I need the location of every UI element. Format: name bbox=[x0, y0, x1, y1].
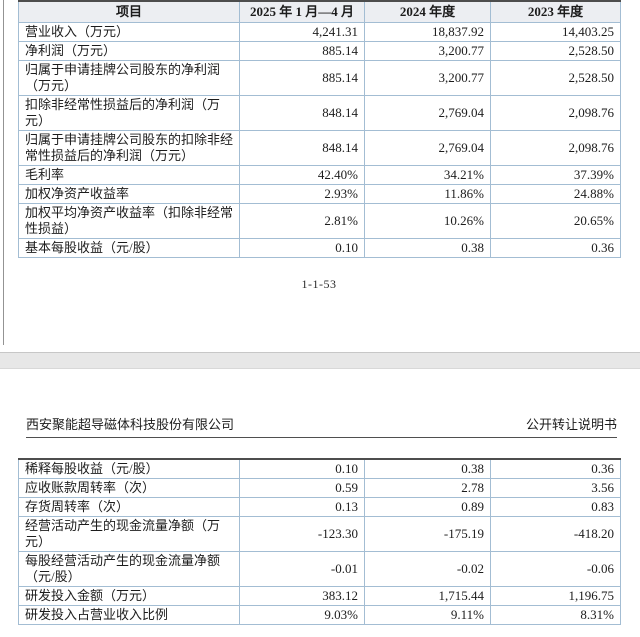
page-edge-line bbox=[3, 0, 4, 345]
table-row: 归属于申请挂牌公司股东的净利润（万元） 885.14 3,200.77 2,52… bbox=[18, 60, 621, 96]
value-period-1: -0.01 bbox=[239, 551, 365, 587]
column-header-2025: 2025 年 1 月—4 月 bbox=[239, 0, 365, 23]
value-period-2: 10.26% bbox=[364, 203, 491, 239]
table-row: 应收账款周转率（次） 0.59 2.78 3.56 bbox=[18, 478, 621, 498]
row-label: 研发投入金额（万元） bbox=[18, 586, 240, 606]
table-row: 加权平均净资产收益率（扣除非经常性损益） 2.81% 10.26% 20.65% bbox=[18, 203, 621, 239]
value-period-2: 3,200.77 bbox=[364, 60, 491, 96]
value-period-3: 2,528.50 bbox=[490, 41, 621, 61]
table-header-row: 项目 2025 年 1 月—4 月 2024 年度 2023 年度 bbox=[18, 0, 621, 23]
value-period-1: 4,241.31 bbox=[239, 22, 365, 42]
value-period-1: -123.30 bbox=[239, 516, 365, 552]
value-period-3: 1,196.75 bbox=[490, 586, 621, 606]
row-label: 应收账款周转率（次） bbox=[18, 478, 240, 498]
value-period-1: 2.81% bbox=[239, 203, 365, 239]
value-period-1: 42.40% bbox=[239, 165, 365, 185]
value-period-2: 9.11% bbox=[364, 605, 491, 625]
value-period-3: 3.56 bbox=[490, 478, 621, 498]
column-header-item: 项目 bbox=[18, 0, 240, 23]
value-period-2: 3,200.77 bbox=[364, 41, 491, 61]
value-period-2: -0.02 bbox=[364, 551, 491, 587]
value-period-2: 0.38 bbox=[364, 458, 491, 479]
row-label: 净利润（万元） bbox=[18, 41, 240, 61]
table-row: 研发投入占营业收入比例 9.03% 9.11% 8.31% bbox=[18, 605, 621, 625]
value-period-2: 0.89 bbox=[364, 497, 491, 517]
table-row: 存货周转率（次） 0.13 0.89 0.83 bbox=[18, 497, 621, 517]
value-period-3: 8.31% bbox=[490, 605, 621, 625]
page-2: 西安聚能超导磁体科技股份有限公司 公开转让说明书 稀释每股收益（元/股） 0.1… bbox=[0, 369, 640, 637]
row-label: 扣除非经常性损益后的净利润（万元） bbox=[18, 95, 240, 131]
row-label: 经营活动产生的现金流量净额（万元） bbox=[18, 516, 240, 552]
value-period-3: 14,403.25 bbox=[490, 22, 621, 42]
value-period-2: 18,837.92 bbox=[364, 22, 491, 42]
value-period-3: 0.83 bbox=[490, 497, 621, 517]
row-label: 加权平均净资产收益率（扣除非经常性损益） bbox=[18, 203, 240, 239]
value-period-2: -175.19 bbox=[364, 516, 491, 552]
row-label: 毛利率 bbox=[18, 165, 240, 185]
value-period-3: 0.36 bbox=[490, 238, 621, 258]
value-period-3: 2,528.50 bbox=[490, 60, 621, 96]
value-period-3: 20.65% bbox=[490, 203, 621, 239]
value-period-2: 2.78 bbox=[364, 478, 491, 498]
table-row: 扣除非经常性损益后的净利润（万元） 848.14 2,769.04 2,098.… bbox=[18, 95, 621, 131]
value-period-3: -0.06 bbox=[490, 551, 621, 587]
value-period-1: 848.14 bbox=[239, 130, 365, 166]
value-period-1: 2.93% bbox=[239, 184, 365, 204]
financial-summary-table: 项目 2025 年 1 月—4 月 2024 年度 2023 年度 营业收入（万… bbox=[18, 0, 621, 258]
table-row: 营业收入（万元） 4,241.31 18,837.92 14,403.25 bbox=[18, 22, 621, 42]
page-header: 西安聚能超导磁体科技股份有限公司 公开转让说明书 bbox=[26, 417, 617, 438]
document-type-label: 公开转让说明书 bbox=[525, 417, 617, 432]
table-row: 净利润（万元） 885.14 3,200.77 2,528.50 bbox=[18, 41, 621, 61]
row-label: 营业收入（万元） bbox=[18, 22, 240, 42]
value-period-1: 0.13 bbox=[239, 497, 365, 517]
row-label: 稀释每股收益（元/股） bbox=[18, 458, 240, 479]
value-period-1: 9.03% bbox=[239, 605, 365, 625]
value-period-3: 0.36 bbox=[490, 458, 621, 479]
table-row: 每股经营活动产生的现金流量净额（元/股） -0.01 -0.02 -0.06 bbox=[18, 551, 621, 587]
table-row: 加权净资产收益率 2.93% 11.86% 24.88% bbox=[18, 184, 621, 204]
value-period-1: 848.14 bbox=[239, 95, 365, 131]
value-period-1: 0.59 bbox=[239, 478, 365, 498]
row-label: 归属于申请挂牌公司股东的净利润（万元） bbox=[18, 60, 240, 96]
table-body: 稀释每股收益（元/股） 0.10 0.38 0.36 应收账款周转率（次） 0.… bbox=[18, 458, 621, 625]
value-period-2: 34.21% bbox=[364, 165, 491, 185]
row-label: 加权净资产收益率 bbox=[18, 184, 240, 204]
value-period-2: 11.86% bbox=[364, 184, 491, 204]
row-label: 存货周转率（次） bbox=[18, 497, 240, 517]
value-period-3: 2,098.76 bbox=[490, 95, 621, 131]
value-period-1: 0.10 bbox=[239, 458, 365, 479]
page-break-divider bbox=[0, 352, 640, 369]
row-label: 研发投入占营业收入比例 bbox=[18, 605, 240, 625]
table-row: 稀释每股收益（元/股） 0.10 0.38 0.36 bbox=[18, 458, 621, 479]
value-period-3: 2,098.76 bbox=[490, 130, 621, 166]
table-row: 基本每股收益（元/股） 0.10 0.38 0.36 bbox=[18, 238, 621, 258]
table-row: 毛利率 42.40% 34.21% 37.39% bbox=[18, 165, 621, 185]
value-period-2: 2,769.04 bbox=[364, 130, 491, 166]
table-row: 研发投入金额（万元） 383.12 1,715.44 1,196.75 bbox=[18, 586, 621, 606]
company-name: 西安聚能超导磁体科技股份有限公司 bbox=[26, 417, 235, 432]
value-period-3: 37.39% bbox=[490, 165, 621, 185]
value-period-3: -418.20 bbox=[490, 516, 621, 552]
page-number: 1-1-53 bbox=[301, 277, 337, 291]
page-1: 项目 2025 年 1 月—4 月 2024 年度 2023 年度 营业收入（万… bbox=[3, 0, 621, 345]
value-period-1: 885.14 bbox=[239, 60, 365, 96]
row-label: 基本每股收益（元/股） bbox=[18, 238, 240, 258]
value-period-2: 2,769.04 bbox=[364, 95, 491, 131]
value-period-3: 24.88% bbox=[490, 184, 621, 204]
value-period-1: 885.14 bbox=[239, 41, 365, 61]
table-row: 归属于申请挂牌公司股东的扣除非经常性损益后的净利润（万元） 848.14 2,7… bbox=[18, 130, 621, 166]
value-period-2: 1,715.44 bbox=[364, 586, 491, 606]
row-label: 每股经营活动产生的现金流量净额（元/股） bbox=[18, 551, 240, 587]
value-period-2: 0.38 bbox=[364, 238, 491, 258]
column-header-2023: 2023 年度 bbox=[490, 0, 621, 23]
column-header-2024: 2024 年度 bbox=[364, 0, 491, 23]
table-row: 经营活动产生的现金流量净额（万元） -123.30 -175.19 -418.2… bbox=[18, 516, 621, 552]
table-body: 营业收入（万元） 4,241.31 18,837.92 14,403.25 净利… bbox=[18, 22, 621, 258]
financial-summary-table-continued: 稀释每股收益（元/股） 0.10 0.38 0.36 应收账款周转率（次） 0.… bbox=[18, 458, 621, 625]
value-period-1: 0.10 bbox=[239, 238, 365, 258]
value-period-1: 383.12 bbox=[239, 586, 365, 606]
row-label: 归属于申请挂牌公司股东的扣除非经常性损益后的净利润（万元） bbox=[18, 130, 240, 166]
